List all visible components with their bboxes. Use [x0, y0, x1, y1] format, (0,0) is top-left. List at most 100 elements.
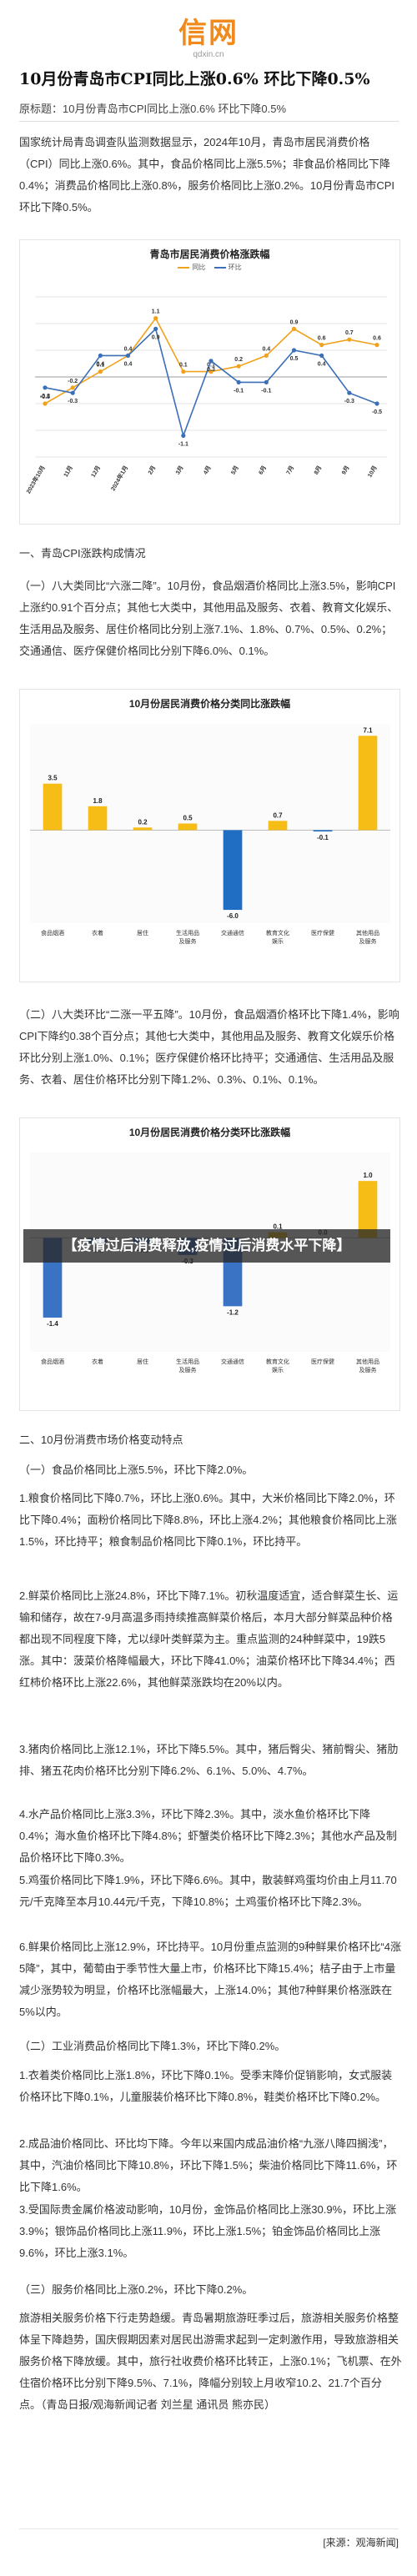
chart-1-plot: -0.5-0.20.10.41.10.1 0.10.20.40.90.60.70.… [24, 296, 387, 495]
chart-2-data-label: 1.8 [93, 797, 103, 805]
legend-huanbi-label: 环比 [228, 264, 242, 271]
chart-3-data-label: 1.0 [363, 1172, 373, 1179]
chart-3-x-tick: 娱乐 [272, 1366, 284, 1373]
chart-1-point [125, 353, 131, 358]
chart-3-x-tick: 医疗保健 [311, 1358, 334, 1365]
chart-1-data-label: -1.1 [178, 441, 188, 447]
seafood-paragraph: 4.水产品价格同比上涨3.3%，环比下降2.3%。其中，淡水鱼价格环比下降0.4… [19, 1808, 397, 1864]
chart-1-data-label: -0.5 [40, 394, 50, 400]
chart-1-point [181, 369, 186, 374]
chart-2-bar [133, 827, 153, 831]
chart-1-data-label: -0.2 [68, 379, 78, 384]
chart-2-x-tick: 及服务 [179, 937, 197, 945]
chart-2-data-label: 0.7 [273, 811, 283, 819]
chart-3-x-tick: 食品烟酒 [41, 1358, 64, 1365]
legend-huanbi-swatch [214, 266, 226, 269]
chart-1-point [43, 385, 48, 390]
chart-1-point [236, 364, 241, 369]
chart-1-x-tick: 10月 [366, 464, 378, 479]
chart-2-bar [178, 823, 198, 831]
chart-1-data-label: 0.6 [318, 336, 326, 342]
chart-2-bar [358, 736, 378, 831]
chart-2-plot-area [30, 724, 390, 923]
chart-2-data-label: 0.2 [138, 818, 148, 826]
logo-mark: 信网 [178, 17, 239, 50]
section-2-subheading-services: （三）服务价格同比上涨0.2%，环比下降0.2%。 [19, 2283, 254, 2296]
promo-banner[interactable]: 【疫情过后消费释放,疫情过后消费水平下降】 [23, 1229, 390, 1263]
chart-1-x-tick: 2月 [147, 464, 157, 475]
chart-1-data-label: 0.1 [207, 363, 215, 369]
chart-2-x-tick: 其他用品 [356, 929, 379, 936]
services-paragraph: 旅游相关服务价格下行走势趋缓。青岛暑期旅游旺季过后，旅游相关服务价格整体呈下降趋… [19, 2312, 402, 2411]
source-divider [19, 2528, 399, 2529]
chart-3-x-tick: 教育文化 [266, 1358, 289, 1365]
chart-3-x-tick: 衣着 [92, 1358, 103, 1365]
chart-cpi-trend: 青岛市居民消费价格涨跌幅 同比 环比 -0.5 -0.2 0.1 0.4 1.1 0.1 0… [19, 239, 400, 525]
chart-3-x-tick: 及服务 [179, 1366, 197, 1373]
chart-1-point [347, 337, 352, 342]
chart-1-x-tick: 7月 [285, 464, 295, 475]
chart-1-point [264, 353, 269, 358]
chart-2-x-tick: 医疗保健 [311, 929, 334, 936]
chart-1-point [153, 316, 158, 321]
chart-3-data-label: -1.2 [227, 1308, 239, 1316]
chart-2-plot: 3.5 1.8 0.2 0.5 -6.0 0.7 -0.1 7.1 食品烟酒 衣着 居住 生活用品及服… [30, 724, 390, 945]
chart-1-series-huanbi-line [44, 327, 378, 439]
chart-1-data-label: -0.2 [40, 394, 50, 399]
chart-1-data-label: 0.9 [290, 319, 299, 325]
chart-1-point [291, 326, 297, 331]
chart-1-point [70, 385, 75, 390]
site-logo[interactable]: 信网 qdxin.cn [0, 18, 417, 59]
logo-domain: qdxin.cn [193, 50, 224, 59]
section-2-heading: 二、10月份消费市场价格变动特点 [19, 1434, 183, 1446]
chart-2-x-tick: 及服务 [359, 937, 377, 945]
vegetable-paragraph: 2.鲜菜价格同比上涨24.8%，环比下降7.1%。初秋温度适宜，适合鲜菜生长、运… [19, 1589, 399, 1689]
chart-2-bar [313, 830, 333, 832]
chart-1-x-tick: 6月 [258, 464, 268, 475]
chart-1-data-label: 0.4 [262, 346, 270, 352]
fuel-paragraph: 2.成品油价格同比、环比均下降。今年以来国内成品油价格“九涨八降四搁浅”，其中，… [19, 2137, 398, 2193]
chart-1-data-label: 0.4 [318, 361, 326, 367]
clothing-paragraph: 1.衣着类价格同比上涨1.8%，环比下降0.1%。受季末降价促销影响，女式服装价… [19, 2069, 393, 2103]
article-title: 10月份青岛市CPI同比上涨0.6% 环比下降0.5% [19, 70, 370, 88]
chart-3-bar [358, 1181, 378, 1238]
section-2-subheading-food: （一）食品价格同比上涨5.5%，环比下降2.0%。 [19, 1464, 254, 1476]
section-2-subheading-industrial: （二）工业消费品价格同比下降1.3%，环比下降0.2%。 [19, 2040, 286, 2052]
chart-3-x-tick: 交通通信 [221, 1358, 244, 1365]
chart-1-point [319, 353, 324, 358]
chart-mom-category: 10月份居民消费价格分类环比涨跌幅 -1.4-0.1-0.1-0.3-1.20.… [19, 1117, 400, 1411]
chart-1-x-tick: 5月 [230, 464, 240, 475]
chart-2-x-tick: 娱乐 [272, 937, 284, 945]
chart-1-data-label: -0.5 [372, 409, 382, 415]
chart-1-x-tick: 4月 [202, 464, 212, 475]
intro-paragraph: 国家统计局青岛调查队监测数据显示，2024年10月，青岛市居民消费价格（CPI）… [19, 136, 395, 213]
chart-1-x-tick: 8月 [313, 464, 323, 475]
chart-1-point [374, 401, 379, 406]
chart-3-x-tick: 其他用品 [356, 1358, 379, 1365]
chart-2-bar [43, 783, 63, 831]
chart-1-point [70, 390, 75, 395]
chart-2-data-label: 3.5 [48, 775, 58, 782]
chart-3-data-label: -1.4 [47, 1320, 58, 1328]
chart-1-title: 青岛市居民消费价格涨跌幅 [149, 249, 270, 260]
chart-1-data-label: 0.4 [96, 361, 104, 367]
chart-1-x-tick: 2024年1月 [109, 464, 130, 492]
chart-2-x-tick: 衣着 [92, 929, 103, 936]
section-1-paragraph-1: （一）八大类同比“六涨二降”。10月份，食品烟酒价格同比上涨3.5%，影响CPI… [19, 580, 399, 657]
chart-1-point [153, 326, 158, 331]
chart-1-x-tick: 2023年10月 [24, 464, 46, 495]
grain-paragraph: 1.粮食价格同比下降0.7%，环比上涨0.6%。其中，大米价格同比下降2.0%，… [19, 1492, 397, 1548]
chart-2-data-label: 7.1 [363, 726, 373, 734]
chart-1-point [43, 401, 48, 406]
chart-3-x-tick: 居住 [137, 1358, 148, 1365]
section-1-heading: 一、青岛CPI涨跌构成情况 [19, 547, 146, 560]
chart-3-title: 10月份居民消费价格分类环比涨跌幅 [128, 1127, 291, 1138]
chart-1-data-label: -0.3 [68, 399, 78, 404]
chart-1-x-tick: 3月 [174, 464, 184, 475]
chart-1-x-tick: 9月 [340, 464, 350, 475]
chart-1-point [264, 379, 269, 384]
section-1-paragraph-2: （二）八大类环比“二涨一平五降”。10月份，食品烟酒价格环比下降1.4%，影响C… [19, 1008, 399, 1086]
chart-1-point [98, 353, 103, 358]
source-credit: [来源：观海新闻] [323, 2537, 399, 2548]
chart-3-x-tick: 生活用品 [176, 1358, 199, 1365]
